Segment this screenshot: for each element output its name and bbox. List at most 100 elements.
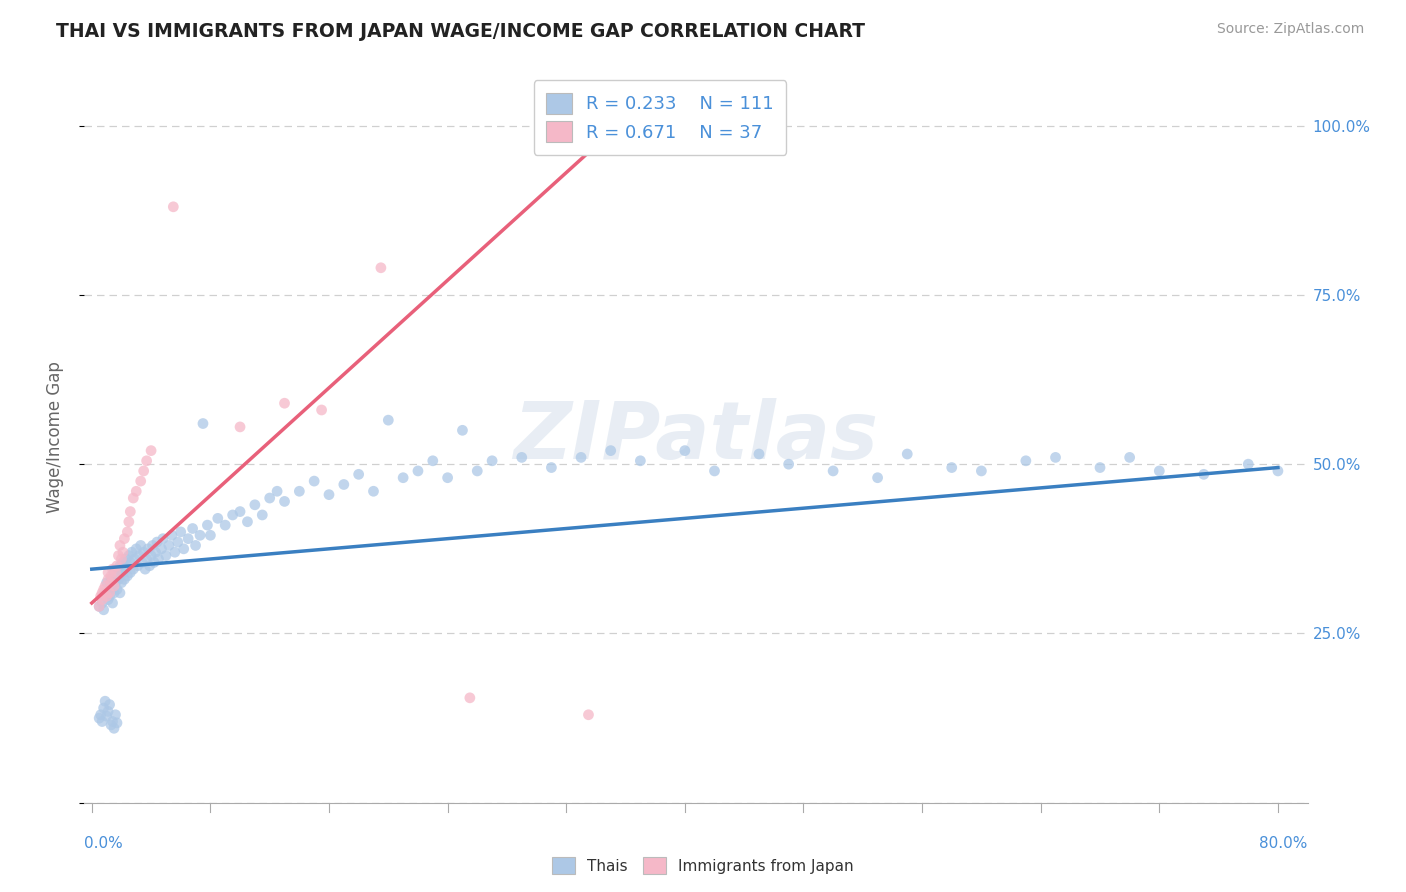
Point bbox=[117, 569, 139, 583]
Point bbox=[118, 515, 141, 529]
Point bbox=[207, 511, 229, 525]
Point bbox=[107, 562, 129, 576]
Text: ZIPatlas: ZIPatlas bbox=[513, 398, 879, 476]
Point bbox=[170, 524, 193, 539]
Point bbox=[599, 443, 621, 458]
Point bbox=[673, 443, 696, 458]
Point bbox=[302, 474, 325, 488]
Point bbox=[118, 549, 141, 563]
Point bbox=[229, 505, 252, 519]
Text: 0.0%: 0.0% bbox=[84, 836, 124, 851]
Point bbox=[93, 603, 115, 617]
Point bbox=[91, 714, 114, 729]
Point bbox=[236, 515, 259, 529]
Point bbox=[184, 538, 207, 552]
Point bbox=[110, 575, 132, 590]
Point bbox=[120, 555, 142, 569]
Point bbox=[138, 558, 160, 573]
Point bbox=[110, 552, 132, 566]
Point bbox=[104, 707, 127, 722]
Point bbox=[569, 450, 592, 465]
Point bbox=[377, 413, 399, 427]
Point bbox=[103, 586, 125, 600]
Point bbox=[124, 552, 146, 566]
Point bbox=[266, 484, 288, 499]
Point bbox=[91, 596, 114, 610]
Point bbox=[93, 582, 115, 597]
Point bbox=[347, 467, 370, 482]
Point bbox=[458, 690, 481, 705]
Point bbox=[90, 589, 112, 603]
Point bbox=[120, 505, 142, 519]
Point bbox=[135, 552, 157, 566]
Point bbox=[97, 566, 120, 580]
Point bbox=[1267, 464, 1289, 478]
Point bbox=[191, 417, 214, 431]
Point bbox=[100, 575, 122, 590]
Point bbox=[148, 552, 170, 566]
Text: 80.0%: 80.0% bbox=[1260, 836, 1308, 851]
Point bbox=[703, 464, 725, 478]
Point bbox=[748, 447, 770, 461]
Point bbox=[108, 586, 131, 600]
Point bbox=[142, 538, 165, 552]
Point bbox=[96, 589, 118, 603]
Point bbox=[970, 464, 993, 478]
Point bbox=[127, 558, 149, 573]
Point bbox=[125, 484, 148, 499]
Point bbox=[200, 528, 222, 542]
Point bbox=[129, 538, 152, 552]
Point bbox=[96, 709, 118, 723]
Point bbox=[481, 454, 503, 468]
Point bbox=[422, 454, 444, 468]
Point bbox=[628, 454, 651, 468]
Point bbox=[98, 698, 121, 712]
Point bbox=[115, 552, 138, 566]
Point bbox=[823, 464, 845, 478]
Point bbox=[229, 420, 252, 434]
Point bbox=[1045, 450, 1067, 465]
Point bbox=[103, 566, 125, 580]
Point bbox=[145, 545, 167, 559]
Point bbox=[91, 586, 114, 600]
Point bbox=[152, 532, 174, 546]
Point bbox=[406, 464, 429, 478]
Point bbox=[451, 423, 474, 437]
Point bbox=[243, 498, 266, 512]
Point bbox=[117, 558, 139, 573]
Point bbox=[100, 569, 122, 583]
Point bbox=[111, 566, 134, 580]
Point bbox=[112, 562, 135, 576]
Point bbox=[1192, 467, 1215, 482]
Point bbox=[139, 549, 162, 563]
Point bbox=[214, 518, 236, 533]
Point bbox=[181, 521, 204, 535]
Point bbox=[392, 471, 415, 485]
Point bbox=[273, 396, 295, 410]
Point bbox=[129, 474, 152, 488]
Point bbox=[105, 582, 128, 597]
Point bbox=[89, 711, 111, 725]
Point bbox=[132, 545, 155, 559]
Point bbox=[108, 558, 131, 573]
Point bbox=[896, 447, 918, 461]
Point bbox=[107, 572, 129, 586]
Point bbox=[104, 575, 127, 590]
Point bbox=[122, 562, 145, 576]
Point bbox=[941, 460, 963, 475]
Point bbox=[1237, 457, 1260, 471]
Point bbox=[94, 579, 117, 593]
Point bbox=[578, 707, 600, 722]
Point bbox=[100, 718, 122, 732]
Point bbox=[96, 575, 118, 590]
Point bbox=[128, 549, 150, 563]
Point bbox=[1088, 460, 1111, 475]
Y-axis label: Wage/Income Gap: Wage/Income Gap bbox=[45, 361, 63, 513]
Point bbox=[136, 541, 159, 556]
Legend: R = 0.233    N = 111, R = 0.671    N = 37: R = 0.233 N = 111, R = 0.671 N = 37 bbox=[534, 80, 786, 154]
Point bbox=[125, 541, 148, 556]
Point bbox=[436, 471, 458, 485]
Point bbox=[273, 494, 295, 508]
Point bbox=[98, 586, 121, 600]
Point bbox=[89, 599, 111, 614]
